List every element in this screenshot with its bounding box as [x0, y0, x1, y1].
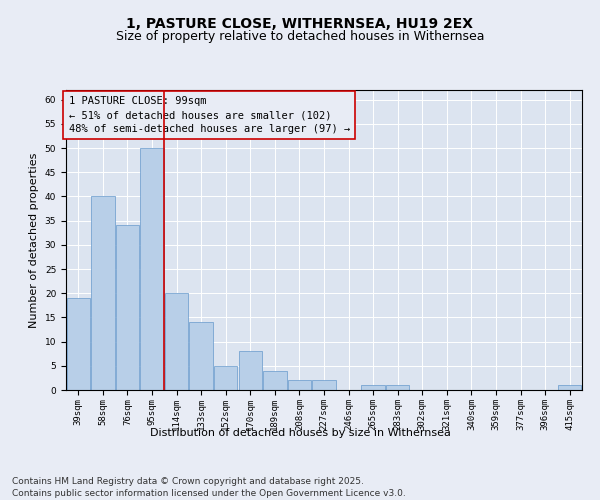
- Bar: [67, 298, 90, 390]
- Bar: [313, 380, 335, 390]
- Bar: [263, 370, 287, 390]
- Bar: [165, 293, 188, 390]
- Text: 1, PASTURE CLOSE, WITHERNSEA, HU19 2EX: 1, PASTURE CLOSE, WITHERNSEA, HU19 2EX: [127, 18, 473, 32]
- Bar: [558, 385, 581, 390]
- Text: 1 PASTURE CLOSE: 99sqm
← 51% of detached houses are smaller (102)
48% of semi-de: 1 PASTURE CLOSE: 99sqm ← 51% of detached…: [68, 96, 350, 134]
- Bar: [386, 385, 409, 390]
- Bar: [288, 380, 311, 390]
- Text: Size of property relative to detached houses in Withernsea: Size of property relative to detached ho…: [116, 30, 484, 43]
- Bar: [190, 322, 213, 390]
- Bar: [140, 148, 164, 390]
- Text: Contains HM Land Registry data © Crown copyright and database right 2025.
Contai: Contains HM Land Registry data © Crown c…: [12, 476, 406, 498]
- Bar: [239, 352, 262, 390]
- Bar: [91, 196, 115, 390]
- Bar: [214, 366, 238, 390]
- Bar: [361, 385, 385, 390]
- Y-axis label: Number of detached properties: Number of detached properties: [29, 152, 39, 328]
- Bar: [116, 226, 139, 390]
- Text: Distribution of detached houses by size in Withernsea: Distribution of detached houses by size …: [149, 428, 451, 438]
